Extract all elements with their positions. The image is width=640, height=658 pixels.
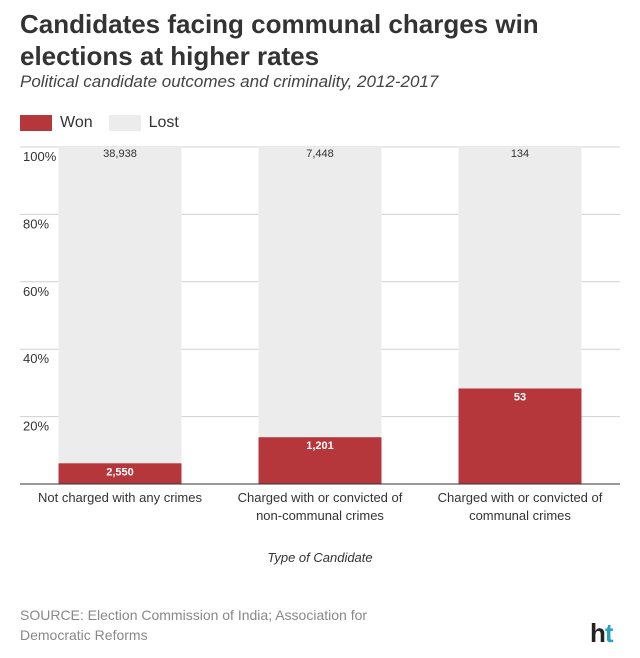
x-tick-label-2-2: non-communal crimes (256, 508, 384, 523)
bar-won-3 (458, 388, 582, 484)
x-tick-label-3-1: Charged with or convicted of (438, 490, 603, 505)
data-label-won-2: 1,201 (306, 440, 334, 452)
legend-label-lost: Lost (148, 114, 179, 131)
legend-swatch-lost (108, 115, 141, 131)
data-label-lost-1: 38,938 (103, 148, 137, 160)
bar-won-1 (58, 463, 182, 484)
legend-label-won: Won (60, 114, 93, 131)
chart-title: Candidates facing communal charges win e… (20, 9, 539, 71)
legend-item-won: Won (20, 114, 93, 132)
bar-lost-3 (458, 147, 582, 389)
data-label-won-1: 2,550 (106, 466, 134, 478)
logo-h: h (590, 618, 606, 648)
data-label-lost-2: 7,448 (306, 148, 334, 160)
legend: Won Lost (20, 114, 195, 132)
y-tick-label-100: 100% (23, 149, 57, 164)
data-label-won-3: 53 (514, 391, 526, 403)
x-tick-label-3-2: communal crimes (469, 508, 571, 523)
y-tick-label-60: 60% (23, 284, 49, 299)
source-note: SOURCE: Election Commission of India; As… (20, 607, 368, 643)
y-tick-label-80: 80% (23, 216, 49, 231)
y-tick-label-40: 40% (23, 351, 49, 366)
chart-subtitle: Political candidate outcomes and crimina… (20, 72, 439, 91)
data-label-lost-3: 134 (511, 148, 529, 160)
legend-item-lost: Lost (108, 114, 179, 132)
legend-swatch-won (20, 115, 52, 131)
bar-lost-2 (258, 147, 382, 438)
bar-lost-1 (58, 147, 182, 464)
ht-logo: ht (590, 618, 614, 649)
y-tick-label-20: 20% (23, 419, 49, 434)
x-tick-label-1-1: Not charged with any crimes (38, 490, 203, 505)
x-axis-title: Type of Candidate (267, 550, 373, 565)
stacked-bar-chart: 20% 40% 60% 80% 100% 38,938 2,550 Not charged w… (20, 146, 620, 523)
logo-t: t (604, 618, 614, 648)
x-tick-label-2-1: Charged with or convicted of (238, 490, 403, 505)
bar-won-2 (258, 437, 382, 484)
